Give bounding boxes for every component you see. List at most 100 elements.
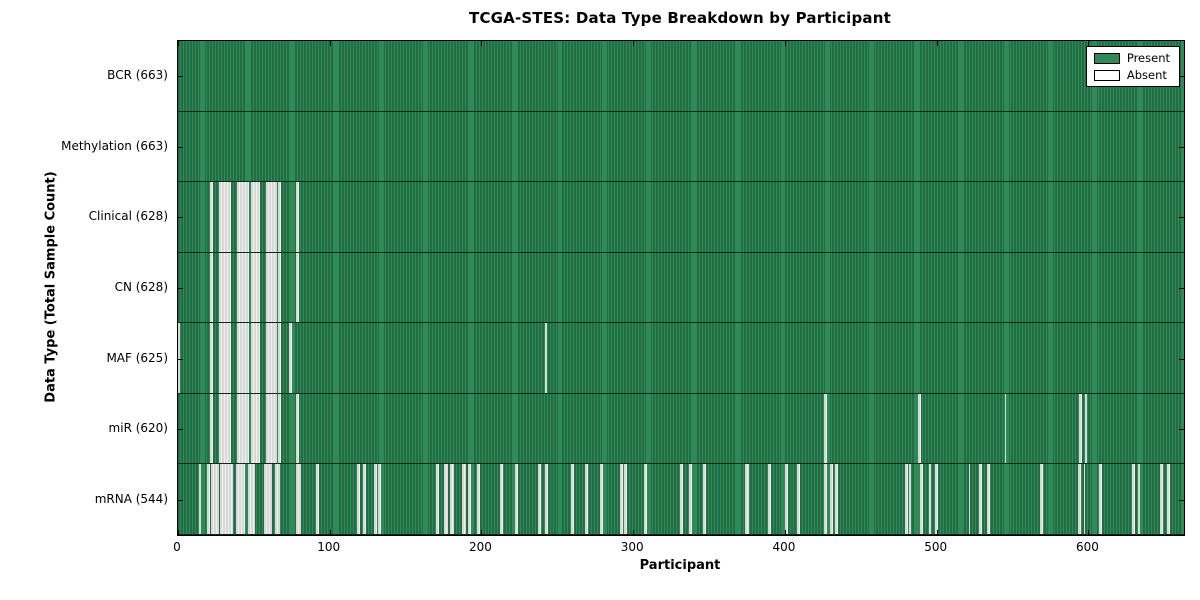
absent-stripe [357, 464, 361, 534]
absent-stripe [247, 464, 256, 534]
y-tick-mark [178, 217, 183, 219]
absent-stripe [1004, 393, 1007, 464]
absent-stripe [1077, 464, 1081, 534]
absent-stripe [211, 464, 219, 534]
absent-stripe [619, 464, 623, 534]
absent-stripe [266, 182, 277, 252]
x-tick-mark [936, 530, 938, 535]
absent-stripe [296, 252, 300, 323]
row-band-mrna [178, 464, 1184, 535]
absent-stripe [1099, 464, 1103, 534]
x-tick-mark [633, 530, 635, 535]
y-tick-label: CN (628) [114, 280, 168, 294]
absent-stripe [545, 323, 547, 393]
y-tick-mark [1179, 358, 1184, 360]
absent-stripe [373, 464, 377, 534]
absent-stripe [824, 464, 828, 534]
absent-stripe [266, 393, 277, 464]
absent-stripe [935, 464, 939, 534]
absent-stripe [904, 464, 908, 534]
absent-stripe [264, 464, 273, 534]
y-tick-mark [178, 146, 183, 148]
y-tick-mark [1179, 217, 1184, 219]
absent-stripe [1039, 464, 1043, 534]
y-tick-label: mRNA (544) [94, 491, 168, 506]
absent-stripe [1085, 393, 1087, 464]
absent-stripe [316, 464, 320, 534]
y-tick-mark [1179, 76, 1184, 78]
absent-stripe [835, 464, 839, 534]
absent-stripe [537, 464, 541, 534]
absent-stripe [237, 393, 250, 464]
y-tick-mark [178, 358, 183, 360]
absent-stripe [919, 464, 923, 534]
legend-absent-label: Absent [1126, 68, 1167, 82]
absent-stripe [1167, 464, 1171, 534]
absent-stripe [209, 182, 213, 252]
absent-stripe [624, 464, 628, 534]
absent-stripe [296, 182, 300, 252]
absent-stripe [218, 393, 232, 464]
absent-stripe [250, 182, 260, 252]
row-band-maf [178, 323, 1184, 394]
absent-stripe [288, 323, 292, 393]
absent-stripe [745, 464, 749, 534]
absent-stripe [209, 323, 213, 393]
x-tick-mark [481, 530, 483, 535]
row-band-clinical [178, 182, 1184, 253]
absent-stripe [476, 464, 480, 534]
absent-stripe [218, 323, 232, 393]
absent-stripe [220, 464, 233, 534]
row-band-bcr [178, 41, 1184, 112]
absent-stripe [824, 393, 828, 464]
x-tick-label: 600 [1075, 540, 1099, 554]
absent-stripe [237, 323, 250, 393]
absent-stripe [218, 182, 232, 252]
absent-stripe [296, 464, 301, 534]
absent-swatch-icon [1093, 69, 1120, 81]
absent-stripe [209, 252, 213, 323]
absent-stripe [1132, 464, 1136, 534]
absent-stripe [979, 464, 983, 534]
absent-stripe [689, 464, 693, 534]
absent-stripe [929, 464, 931, 534]
x-tick-mark [633, 41, 635, 46]
absent-stripe [237, 252, 250, 323]
absent-stripe [363, 464, 367, 534]
absent-stripe [443, 464, 449, 534]
absent-stripe [584, 464, 588, 534]
x-tick-mark [329, 530, 331, 535]
x-tick-label: 200 [469, 540, 492, 554]
x-tick-mark [784, 41, 786, 46]
y-tick-mark [178, 76, 183, 78]
absent-stripe [378, 464, 382, 534]
y-tick-label: Methylation (663) [61, 138, 168, 153]
x-tick-label: 500 [924, 540, 948, 554]
absent-stripe [250, 393, 260, 464]
absent-stripe [986, 464, 990, 534]
absent-stripe [275, 464, 280, 534]
y-tick-mark [178, 429, 183, 431]
chart-title: TCGA-STES: Data Type Breakdown by Partic… [469, 9, 891, 27]
absent-stripe [278, 182, 282, 252]
absent-stripe [250, 252, 260, 323]
absent-stripe [1159, 464, 1163, 534]
absent-stripe [278, 393, 282, 464]
absent-stripe [968, 464, 971, 534]
absent-stripe [643, 464, 647, 534]
present-swatch-icon [1093, 52, 1120, 64]
absent-stripe [1083, 464, 1086, 534]
absent-stripe [768, 464, 772, 534]
absent-stripe [435, 464, 439, 534]
absent-stripe [449, 464, 455, 534]
y-tick-label: Clinical (628) [88, 209, 168, 224]
y-tick-mark [1179, 146, 1184, 148]
absent-stripe [570, 464, 575, 534]
absent-stripe [237, 182, 250, 252]
absent-stripe [235, 464, 245, 534]
absent-stripe [499, 464, 503, 534]
x-tick-mark [481, 41, 483, 46]
x-tick-mark [936, 41, 938, 46]
x-tick-mark [329, 41, 331, 46]
